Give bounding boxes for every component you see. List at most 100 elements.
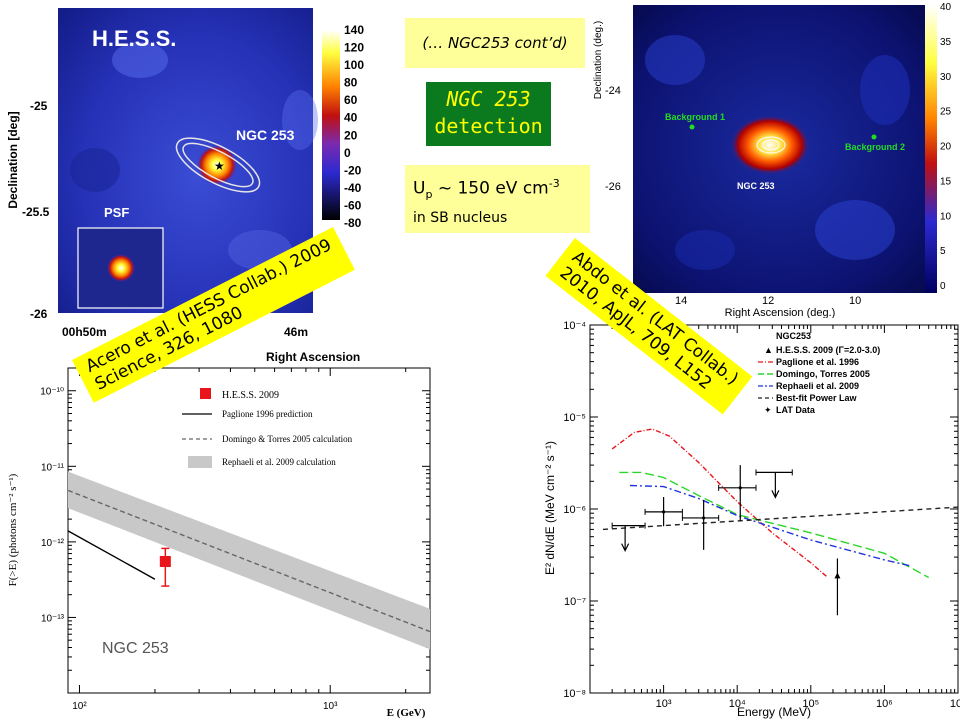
energy-value: ~ 150 eV cm	[432, 178, 549, 199]
lat-colorbar	[925, 5, 937, 293]
lat-ytick-1: -24	[605, 85, 621, 97]
plot-a-xlabel: E (GeV)	[387, 707, 426, 719]
legend-b-powerlaw-text: Best-fit Power Law	[776, 393, 858, 403]
energy-symbol: U	[413, 178, 426, 199]
plot-a-ytick-label: 10⁻¹²	[41, 538, 65, 549]
plot-b-ytick-label: 10⁻⁵	[563, 412, 586, 424]
sed-plot-panel: 10⁻⁸ 10⁻⁷ 10⁻⁶ 10⁻⁵ 10⁻⁴ 10³ 10⁴ 10⁵ 10⁶ 10⁷ NGC2…	[540, 318, 960, 720]
plot-b-ytick-label: 10⁻⁴	[563, 320, 586, 332]
hess-colorbar-tick: -20	[344, 163, 362, 177]
plot-a-ylabel: F(>E) (photons cm⁻² s⁻¹)	[7, 473, 19, 586]
sed-plot: 10⁻⁸ 10⁻⁷ 10⁻⁶ 10⁻⁵ 10⁻⁴ 10³ 10⁴ 10⁵ 10⁶ 10⁷ NGC2…	[543, 320, 960, 719]
lat-colorbar-tick: 25	[940, 107, 952, 118]
continued-note: (… NGC253 cont’d)	[405, 18, 585, 68]
legend-hess-marker	[200, 388, 211, 399]
background-1-label: Background 1	[665, 112, 725, 122]
hess-ellipse-outer	[175, 137, 261, 193]
plot-a-ytick-label: 10⁻¹³	[41, 613, 65, 624]
hess-ylabel: Declination [deg]	[6, 111, 20, 208]
background-2-label: Background 2	[845, 142, 905, 152]
legend-b-title: NGC253	[776, 331, 811, 341]
lat-point	[702, 516, 706, 520]
svg-text:▲: ▲	[764, 345, 773, 355]
lat-source-blob	[730, 115, 810, 175]
plot-b-ytick-label: 10⁻⁸	[563, 688, 586, 700]
hess-skymap-panel: ★ H.E.S.S. NGC 253 PSF 140 120 100 80 60 40 20…	[0, 0, 385, 345]
lat-skymap: Background 1 Background 2 NGC 253 40 35 30…	[593, 2, 952, 318]
lat-colorbar-tick: 10	[940, 211, 952, 222]
detection-line1: NGC 253	[446, 87, 531, 111]
svg-text:✦: ✦	[764, 405, 772, 415]
hess-ytick-1: -25	[30, 99, 48, 113]
sed-curve-paglione-et-al-1996	[611, 428, 829, 579]
hess-colorbar-tick: 100	[344, 58, 364, 72]
hess-ytick-3: -26	[30, 307, 48, 321]
hess-xtick-2: 46m	[284, 325, 308, 339]
energy-sup: -3	[548, 177, 560, 190]
lat-source-label: NGC 253	[737, 181, 775, 191]
hess-point	[159, 555, 171, 567]
energy-location: in SB nucleus	[413, 210, 508, 227]
paglione-line	[67, 530, 156, 580]
background-1-marker	[689, 124, 695, 130]
lat-upper-limit-arrow	[771, 490, 780, 499]
hess-colorbar-tick: 20	[344, 128, 358, 142]
lat-colorbar-tick: 30	[940, 72, 952, 83]
plot-b-xtick-label: 10⁷	[950, 698, 960, 710]
lat-xtick-3: 10	[849, 295, 861, 307]
legend-hess-text: H.E.S.S. 2009	[222, 390, 279, 401]
lat-colorbar-tick: 40	[940, 2, 952, 13]
lat-colorbar-tick: 0	[940, 281, 946, 292]
hess-colorbar-tick: -60	[344, 198, 362, 212]
hess-colorbar-tick: 80	[344, 76, 358, 90]
hess-xlabel: Right Ascension	[266, 350, 360, 364]
plot-a-xtick-label: 10²	[72, 701, 87, 712]
lat-point	[738, 486, 742, 490]
legend-paglione-text: Paglione 1996 prediction	[222, 409, 313, 419]
lat-colorbar-tick: 5	[940, 246, 946, 257]
integral-flux-plot: 10⁻¹⁰ 10⁻¹¹ 10⁻¹² 10⁻¹³ 10² 10³ H.E.S.S. 2009…	[7, 350, 431, 719]
plot-a-annotation: NGC 253	[102, 640, 169, 657]
lat-ylabel: Declination (deg.)	[593, 21, 604, 99]
legend-rephaeli-text: Rephaeli et al. 2009 calculation	[222, 457, 336, 467]
plot-b-ytick-label: 10⁻⁶	[563, 504, 586, 516]
psf-blob	[107, 254, 135, 282]
lat-point	[662, 510, 666, 514]
plot-b-xtick-label: 10³	[656, 698, 672, 710]
hess-colorbar-tick: 120	[344, 41, 364, 55]
hess-colorbar	[322, 30, 340, 220]
plot-a-ytick-label: 10⁻¹¹	[41, 462, 65, 473]
hess-sed-point	[834, 572, 841, 579]
legend-b-hess-text: H.E.S.S. 2009 (Γ=2.0-3.0)	[776, 345, 880, 355]
hess-skymap: ★ H.E.S.S. NGC 253 PSF 140 120 100 80 60 40 20…	[6, 8, 364, 339]
lat-colorbar-ticks: 40 35 30 25 20 15 10 5 0	[940, 2, 952, 292]
legend-b-lat-text: LAT Data	[776, 405, 816, 415]
hess-colorbar-tick: -40	[344, 181, 362, 195]
sed-curve-rephaeli-et-al-2009	[629, 484, 912, 567]
detection-box: NGC 253 detection	[426, 82, 551, 146]
plot-b-xtick-label: 10⁴	[729, 698, 746, 710]
lat-xtick-1: 14	[675, 295, 687, 307]
integral-flux-plot-panel: 10⁻¹⁰ 10⁻¹¹ 10⁻¹² 10⁻¹³ 10² 10³ H.E.S.S. 2009…	[0, 345, 440, 720]
legend-b-paglione-text: Paglione et al. 1996	[776, 357, 859, 367]
legend-domingo-text: Domingo & Torres 2005 calculation	[222, 434, 353, 444]
domingo-torres-line	[67, 489, 431, 633]
hess-logo: H.E.S.S.	[92, 26, 176, 51]
psf-label: PSF	[104, 205, 129, 220]
hess-colorbar-tick: 0	[344, 146, 351, 160]
lat-xlabel: Right Ascension (deg.)	[725, 307, 836, 318]
lat-colorbar-tick: 35	[940, 37, 952, 48]
hess-ytick-2: -25.5	[22, 205, 50, 219]
lat-ytick-2: -26	[605, 181, 621, 193]
hess-ellipse-inner	[182, 142, 254, 188]
hess-colorbar-ticks: 140 120 100 80 60 40 20 0 -20 -40 -60 -80	[344, 23, 364, 230]
lat-colorbar-tick: 20	[940, 142, 952, 153]
legend-b-rephaeli-text: Rephaeli et al. 2009	[776, 381, 859, 391]
hess-colorbar-tick: 60	[344, 93, 358, 107]
lat-xtick-2: 12	[762, 295, 774, 307]
plot-b-xlabel: Energy (MeV)	[737, 705, 811, 719]
energy-sub: p	[425, 188, 433, 202]
lat-skymap-panel: Background 1 Background 2 NGC 253 40 35 30…	[585, 0, 960, 318]
plot-b-ylabel: E² dN/dE (MeV cm⁻² s⁻¹)	[543, 441, 557, 575]
lat-colorbar-tick: 15	[940, 176, 952, 187]
